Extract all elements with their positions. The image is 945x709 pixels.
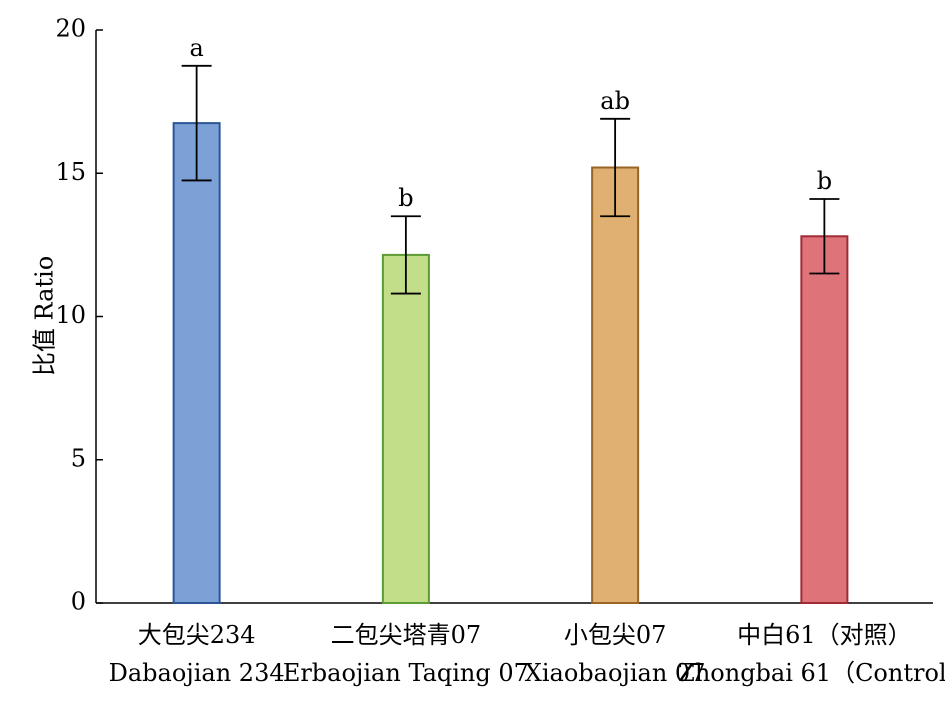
- significance-label: b: [398, 184, 413, 212]
- x-tick-label-cn: 中白61（对照）: [737, 621, 912, 649]
- x-tick-label-en: Xiaobaojian 07: [525, 659, 706, 687]
- bar: [381, 253, 430, 604]
- y-axis-title: 比值 Ratio: [31, 256, 59, 376]
- axes: 0 5 10 15 20: [55, 15, 933, 616]
- bar: [800, 235, 849, 604]
- significance-label: ab: [600, 87, 630, 115]
- x-tick-label-cn: 二包尖塔青07: [331, 621, 482, 649]
- x-tick-label-en: Dabaojian 234: [109, 659, 285, 687]
- bar: [591, 166, 640, 605]
- x-tick-label-cn: 小包尖07: [564, 621, 667, 649]
- y-tick-label: 10: [55, 301, 86, 329]
- x-tick-label-en: Zhongbai 61（Control）: [678, 659, 945, 687]
- y-tick-label: 0: [71, 588, 86, 616]
- bars-group: [172, 64, 849, 605]
- significance-label: b: [817, 167, 832, 195]
- y-tick-label: 15: [55, 158, 86, 186]
- significance-label: a: [189, 34, 203, 62]
- bar: [172, 122, 221, 605]
- x-tick-label-cn: 大包尖234: [138, 621, 256, 649]
- y-tick-label: 5: [71, 444, 86, 472]
- y-tick-label: 20: [55, 15, 86, 43]
- labels-group: a 大包尖234 Dabaojian 234 b 二包尖塔青07 Erbaojian Ta…: [109, 34, 945, 687]
- x-tick-label-en: Erbaojian Taqing 07: [283, 659, 529, 687]
